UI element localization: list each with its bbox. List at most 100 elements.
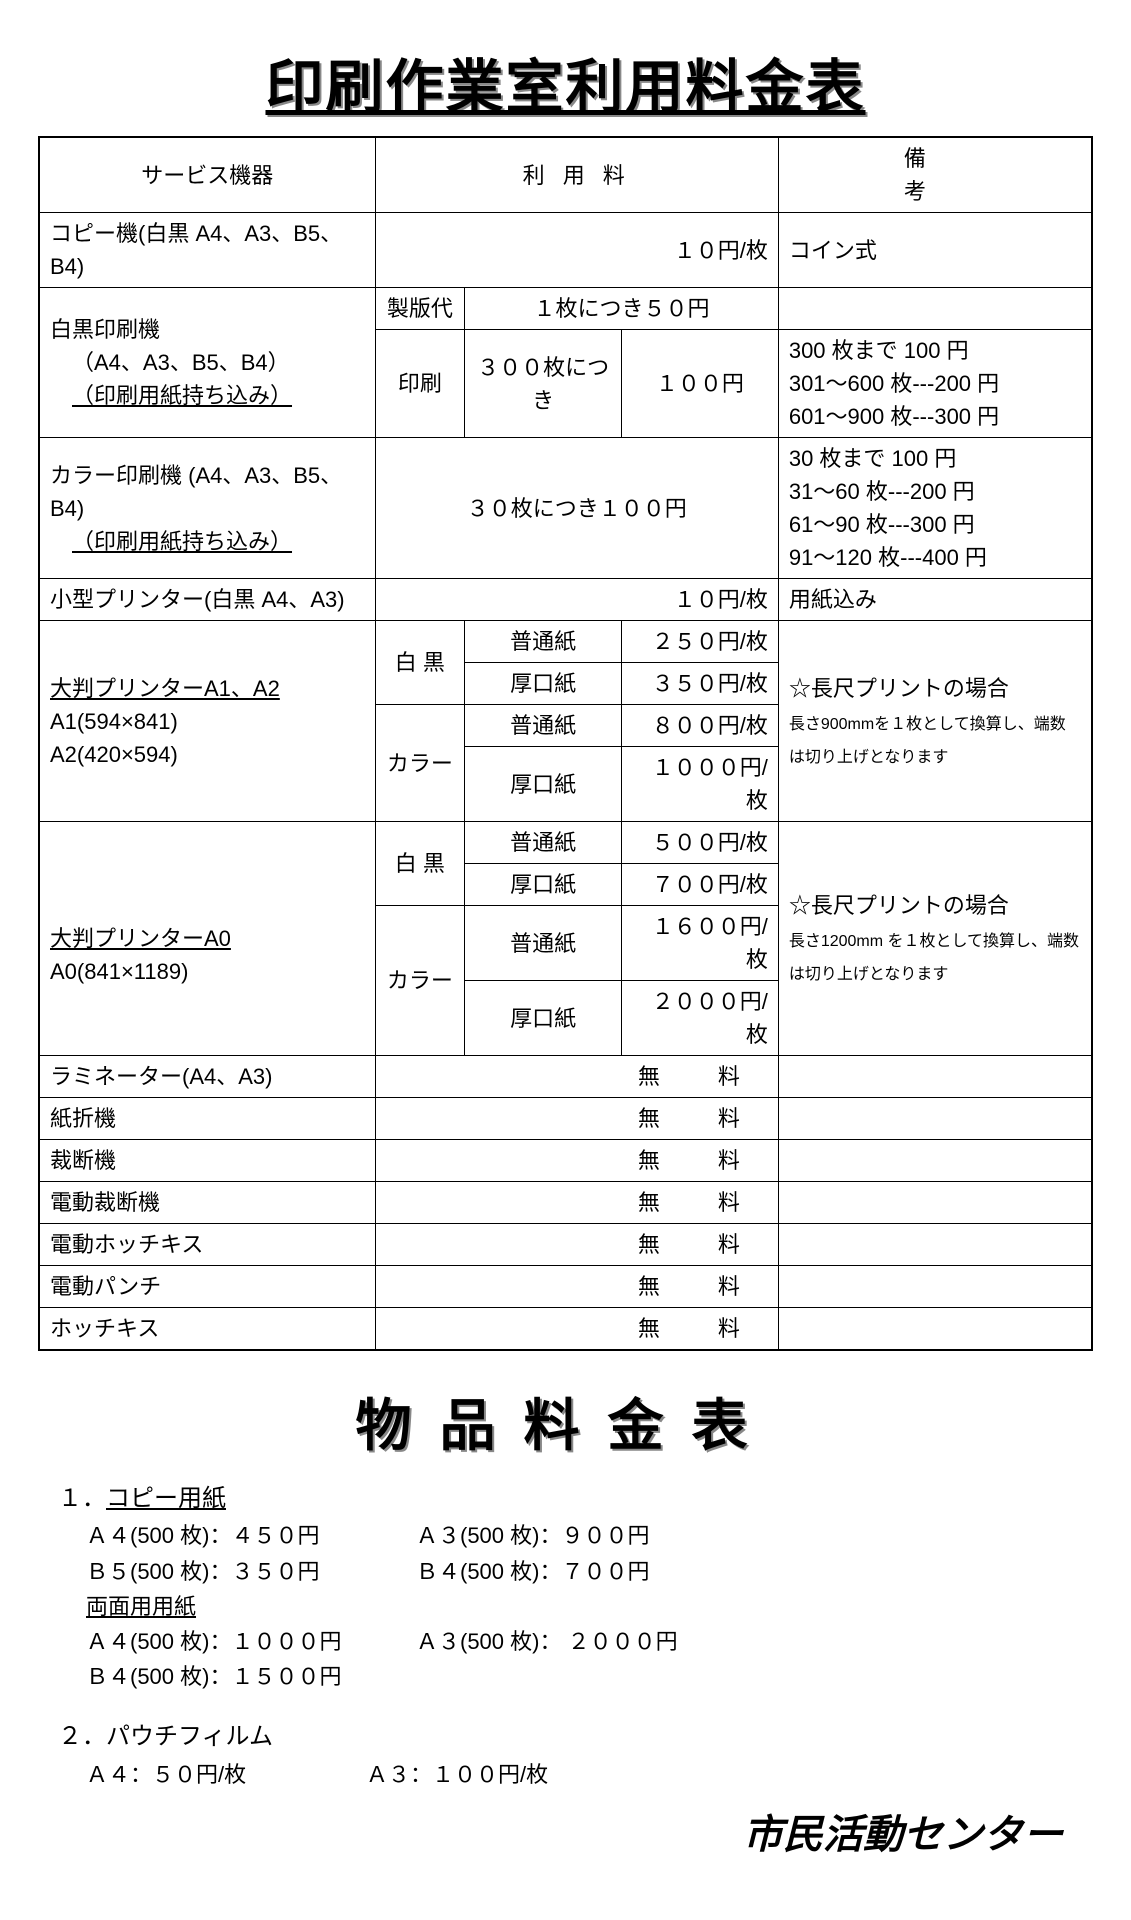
wide12-l3: A2(420×594) [50, 742, 178, 767]
dp-a4: Ａ４(500 枚)：１０００円 [58, 1624, 388, 1659]
bw-service-l1: 白黒印刷機 [50, 317, 160, 342]
cp-a4: Ａ４(500 枚)：４５０円 [58, 1518, 388, 1553]
wide0-service: 大判プリンターA0 A0(841×1189) [39, 822, 375, 1056]
bw-print-fee: １００円 [622, 330, 779, 438]
cp-a3: Ａ３(500 枚)：９００円 [388, 1518, 718, 1553]
wide12-c-normal-fee: ８００円/枚 [622, 705, 779, 747]
epunch-fee: 無 料 [375, 1266, 778, 1308]
ecutter-remarks [778, 1182, 1092, 1224]
bw-print-label: 印刷 [375, 330, 465, 438]
color-service-l2: （印刷用紙持ち込み） [50, 529, 292, 554]
wide12-color: カラー [375, 705, 465, 822]
wide0-c-thick-label: 厚口紙 [465, 981, 622, 1056]
small-remarks: 用紙込み [778, 579, 1092, 621]
laminator-service: ラミネーター(A4、A3) [39, 1056, 375, 1098]
pouch-head: ２．パウチフィルム [58, 1718, 1093, 1756]
pouch-a3: Ａ３：１００円/枚 [338, 1757, 548, 1792]
cp-b5: Ｂ５(500 枚)：３５０円 [58, 1554, 388, 1589]
header-fee: 利 用 料 [375, 137, 778, 213]
copy-remarks: コイン式 [778, 213, 1092, 288]
cutter-remarks [778, 1140, 1092, 1182]
wide0-l2: A0(841×1189) [50, 959, 188, 984]
small-fee: １０円/枚 [375, 579, 778, 621]
footer-org: 市民活動センター [38, 1802, 1093, 1860]
table-header-row: サービス機器 利 用 料 備 考 [39, 137, 1092, 213]
color-remark1: 30 枚まで 100 円 [789, 446, 957, 471]
wide12-bw: 白 黒 [375, 621, 465, 705]
wide0-bw-thick-label: 厚口紙 [465, 864, 622, 906]
wide0-color: カラー [375, 906, 465, 1056]
wide12-l1: 大判プリンターA1、A2 [50, 676, 280, 701]
wide0-remarks: ☆長尺プリントの場合 長さ1200mm を１枚として換算し、端数は切り上げとなり… [778, 822, 1092, 1056]
cutter-service: 裁断機 [39, 1140, 375, 1182]
bw-service-l3: （印刷用紙持ち込み） [50, 383, 292, 408]
color-service-l1: カラー印刷機 (A4、A3、B5、B4) [50, 463, 342, 521]
row-epunch: 電動パンチ 無 料 [39, 1266, 1092, 1308]
wide0-bw: 白 黒 [375, 822, 465, 906]
row-color: カラー印刷機 (A4、A3、B5、B4) （印刷用紙持ち込み） ３０枚につき１０… [39, 438, 1092, 579]
estapler-remarks [778, 1224, 1092, 1266]
bw-print-unit: ３００枚につき [465, 330, 622, 438]
epunch-remarks [778, 1266, 1092, 1308]
epunch-service: 電動パンチ [39, 1266, 375, 1308]
folder-remarks [778, 1098, 1092, 1140]
wide12-l2: A1(594×841) [50, 709, 178, 734]
bw-remark2: 301～600 枚---200 円 [789, 371, 999, 396]
wide12-bw-normal-label: 普通紙 [465, 621, 622, 663]
wide0-remark-body: 長さ1200mm を１枚として換算し、端数は切り上げとなります [789, 933, 1079, 983]
folder-service: 紙折機 [39, 1098, 375, 1140]
wide12-bw-thick-label: 厚口紙 [465, 663, 622, 705]
small-service: 小型プリンター(白黒 A4、A3) [39, 579, 375, 621]
stapler-remarks [778, 1308, 1092, 1351]
wide0-bw-normal-fee: ５００円/枚 [622, 822, 779, 864]
wide12-service: 大判プリンターA1、A2 A1(594×841) A2(420×594) [39, 621, 375, 822]
folder-fee: 無 料 [375, 1098, 778, 1140]
row-bw-plate: 白黒印刷機 （A4、A3、B5、B4） （印刷用紙持ち込み） 製版代 １枚につき… [39, 288, 1092, 330]
row-copy: コピー機(白黒 A4、A3、B5、B4) １０円/枚 コイン式 [39, 213, 1092, 288]
row-estapler: 電動ホッチキス 無 料 [39, 1224, 1092, 1266]
color-remark4: 91～120 枚---400 円 [789, 545, 987, 570]
wide12-c-thick-fee: １０００円/枚 [622, 747, 779, 822]
page-title: 印刷作業室利用料金表 [38, 40, 1093, 124]
cutter-fee: 無 料 [375, 1140, 778, 1182]
wide0-remark-head: ☆長尺プリントの場合 [789, 893, 1009, 918]
color-remark3: 61～90 枚---300 円 [789, 512, 975, 537]
bw-plate-label: 製版代 [375, 288, 465, 330]
wide12-bw-normal-fee: ２５０円/枚 [622, 621, 779, 663]
header-remarks: 備 考 [778, 137, 1092, 213]
pouch-a4: Ａ４：５０円/枚 [58, 1757, 338, 1792]
row-wide12-bw1: 大判プリンターA1、A2 A1(594×841) A2(420×594) 白 黒… [39, 621, 1092, 663]
color-service: カラー印刷機 (A4、A3、B5、B4) （印刷用紙持ち込み） [39, 438, 375, 579]
bw-plate-remarks [778, 288, 1092, 330]
wide0-bw-normal-label: 普通紙 [465, 822, 622, 864]
row-cutter: 裁断機 無 料 [39, 1140, 1092, 1182]
bw-print-remarks: 300 枚まで 100 円 301～600 枚---200 円 601～900 … [778, 330, 1092, 438]
wide0-c-thick-fee: ２０００円/枚 [622, 981, 779, 1056]
bw-remark1: 300 枚まで 100 円 [789, 338, 969, 363]
row-small: 小型プリンター(白黒 A4、A3) １０円/枚 用紙込み [39, 579, 1092, 621]
bw-plate-fee: １枚につき５０円 [465, 288, 779, 330]
bw-service: 白黒印刷機 （A4、A3、B5、B4） （印刷用紙持ち込み） [39, 288, 375, 438]
row-stapler: ホッチキス 無 料 [39, 1308, 1092, 1351]
copy-service: コピー機(白黒 A4、A3、B5、B4) [39, 213, 375, 288]
copy-fee: １０円/枚 [375, 213, 778, 288]
header-service: サービス機器 [39, 137, 375, 213]
wide0-c-normal-label: 普通紙 [465, 906, 622, 981]
estapler-service: 電動ホッチキス [39, 1224, 375, 1266]
copy-paper-head: １．１．コピー用紙コピー用紙 [58, 1480, 1093, 1518]
wide0-l1: 大判プリンターA0 [50, 926, 231, 951]
duplex-head: 両面用用紙 [58, 1589, 1093, 1624]
wide12-c-normal-label: 普通紙 [465, 705, 622, 747]
stapler-fee: 無 料 [375, 1308, 778, 1351]
estapler-fee: 無 料 [375, 1224, 778, 1266]
row-laminator: ラミネーター(A4、A3) 無 料 [39, 1056, 1092, 1098]
wide12-bw-thick-fee: ３５０円/枚 [622, 663, 779, 705]
row-ecutter: 電動裁断機 無 料 [39, 1182, 1092, 1224]
color-remark2: 31～60 枚---200 円 [789, 479, 975, 504]
laminator-fee: 無 料 [375, 1056, 778, 1098]
dp-b4: Ｂ４(500 枚)：１５００円 [58, 1659, 388, 1694]
bw-service-l2: （A4、A3、B5、B4） [50, 350, 290, 375]
stapler-service: ホッチキス [39, 1308, 375, 1351]
cp-b4: Ｂ４(500 枚)：７００円 [388, 1554, 718, 1589]
goods-section: １．１．コピー用紙コピー用紙 Ａ４(500 枚)：４５０円 Ａ３(500 枚)：… [38, 1480, 1093, 1792]
